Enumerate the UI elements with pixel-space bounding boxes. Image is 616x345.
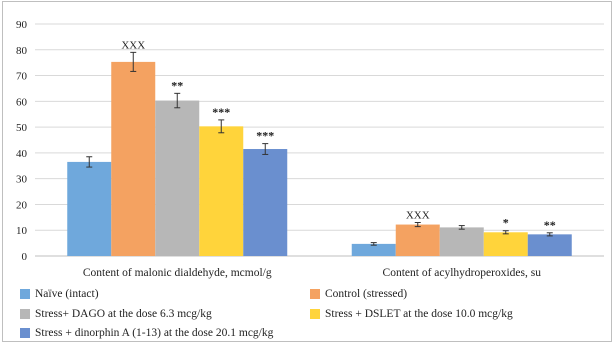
bar <box>395 224 440 256</box>
significance-label: ** <box>544 218 556 232</box>
bar <box>199 126 244 257</box>
y-tick-label: 30 <box>16 174 28 186</box>
significance-label: ** <box>171 78 183 92</box>
significance-label: * <box>503 216 509 230</box>
y-tick-label: 70 <box>16 71 28 83</box>
bar <box>67 161 112 256</box>
bar <box>155 100 200 256</box>
y-tick-label: 40 <box>16 148 28 160</box>
significance-label: XXX <box>406 209 430 221</box>
y-tick-label: 90 <box>16 19 28 31</box>
y-tick-label: 20 <box>16 199 28 211</box>
bar <box>351 243 396 256</box>
significance-label: XXX <box>121 39 145 51</box>
bar <box>243 149 288 256</box>
y-tick-label: 0 <box>22 251 28 263</box>
y-tick-label: 50 <box>16 122 28 134</box>
significance-label: *** <box>212 105 230 119</box>
bar <box>527 234 572 256</box>
y-tick-label: 60 <box>16 96 28 108</box>
y-tick-label: 10 <box>16 225 28 237</box>
y-tick-label: 80 <box>16 45 28 57</box>
bar <box>111 61 156 256</box>
significance-label: *** <box>256 129 274 143</box>
chart-frame <box>2 1 612 342</box>
x-category-label: Content of malonic dialdehyde, mcmol/g <box>83 267 272 279</box>
bar <box>483 232 528 256</box>
bar <box>439 227 484 256</box>
x-category-label: Content of acylhydroperoxides, su <box>383 267 542 279</box>
